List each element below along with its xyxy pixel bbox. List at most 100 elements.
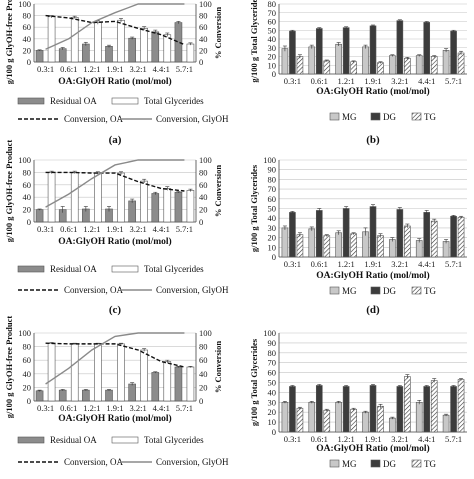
x-tick-label: 3.2:1: [391, 434, 408, 444]
y-tick-label: 30: [268, 43, 277, 53]
bar-total-glycerides: [163, 188, 172, 223]
y-axis-title: g/100 g GlyOH-free Product: [4, 316, 14, 419]
bar-residual-oa: [105, 46, 113, 63]
bar-total-glycerides: [117, 343, 125, 402]
bar-tg: [377, 62, 384, 75]
legend-swatch-tg: [411, 112, 422, 121]
bar-dg: [315, 385, 323, 433]
y2-tick-label: 0: [199, 217, 203, 227]
bar-dg: [450, 386, 457, 433]
bar-mg: [415, 401, 423, 433]
y-tick-label: 20: [268, 52, 277, 62]
y-tick-label: 100: [18, 0, 31, 9]
y2-tick-label: 20: [199, 205, 208, 215]
y-tick-label: 30: [268, 397, 277, 407]
y-tick-label: 20: [268, 233, 277, 243]
y-tick-label: 100: [263, 155, 276, 165]
line-conversion-oa: [45, 171, 185, 192]
x-tick-label: 1.2:1: [338, 76, 355, 86]
bar-dg: [450, 215, 457, 258]
bar-residual-oa: [82, 43, 90, 63]
legend-label: Conversion, OA: [64, 285, 123, 295]
x-tick-label: 0.3:1: [37, 403, 54, 413]
bar-mg: [442, 414, 450, 433]
y-tick-label: 40: [23, 192, 32, 202]
y2-tick-label: 20: [199, 45, 208, 55]
bar-total-glycerides: [94, 22, 102, 63]
x-tick-label: 1.2:1: [338, 259, 355, 269]
x-tick-label: 4.4:1: [418, 434, 435, 444]
y-tick-label: 20: [268, 407, 277, 417]
y-axis-title: g/100 g Total Glycerides: [249, 0, 259, 83]
legend-label: DG: [383, 459, 396, 469]
bar-dg: [396, 209, 404, 258]
panel-label: (d): [366, 304, 380, 316]
x-tick-label: 1.9:1: [106, 224, 123, 234]
bar-total-glycerides: [47, 16, 56, 63]
x-tick-label: 1.9:1: [364, 259, 381, 269]
y-tick-label: 100: [18, 328, 31, 338]
bar-tg: [377, 235, 384, 258]
x-axis-title: OA:GlyOH Ratio (mol/mol): [316, 443, 429, 454]
x-tick-label: 0.6:1: [311, 434, 328, 444]
legend-swatch-total-glycerides: [111, 436, 139, 444]
x-axis-title: OA:GlyOH Ratio (mol/mol): [316, 270, 429, 281]
y2-tick-label: 20: [199, 382, 208, 392]
legend-label: Conversion, GlyOH: [156, 285, 229, 295]
bar-residual-oa: [58, 389, 67, 402]
y-tick-label: 50: [268, 378, 277, 388]
legend: MG DG TG: [329, 112, 436, 122]
bar-dg: [369, 385, 377, 433]
bar-tg: [323, 60, 331, 75]
y-tick-label: 80: [23, 167, 32, 177]
bar-residual-oa: [128, 37, 136, 63]
y2-tick-label: 40: [199, 369, 208, 379]
x-tick-label: 0.6:1: [311, 259, 328, 269]
bar-mg: [335, 43, 342, 75]
legend: MG DG TG: [329, 286, 436, 296]
bar-mg: [362, 411, 369, 433]
legend-swatch-mg: [329, 112, 340, 121]
x-tick-label: 3.2:1: [391, 76, 408, 86]
panel-label: (c): [109, 304, 122, 316]
legend-label: Residual OA: [50, 96, 97, 106]
y-tick-label: 80: [268, 348, 277, 358]
bar-total-glycerides: [163, 361, 172, 402]
y-tick-label: 40: [23, 34, 32, 44]
y-tick-label: 40: [268, 213, 277, 223]
y2-tick-label: 40: [199, 192, 208, 202]
bar-total-glycerides: [186, 366, 195, 402]
bar-dg: [423, 386, 431, 433]
x-tick-label: 1.2:1: [83, 64, 100, 74]
legend-swatch-mg: [329, 286, 340, 295]
y-tick-label: 0: [272, 427, 276, 437]
bar-tg: [430, 220, 438, 258]
legend-label: MG: [342, 459, 357, 469]
y-tick-label: 80: [23, 11, 32, 21]
bar-total-glycerides: [140, 28, 148, 63]
bar-total-glycerides: [70, 343, 79, 402]
y2-tick-label: 60: [199, 355, 208, 365]
y2-axis-title: % Conversion: [213, 341, 223, 393]
x-tick-label: 0.3:1: [284, 434, 301, 444]
y2-tick-label: 100: [199, 155, 212, 165]
y-tick-label: 60: [23, 22, 32, 32]
bar-total-glycerides: [140, 180, 148, 223]
bar-tg: [296, 56, 304, 75]
legend-label: TG: [424, 459, 436, 469]
legend: Residual OA Total Glycerides Conversion, O…: [17, 435, 229, 467]
bar-residual-oa: [151, 31, 160, 63]
y-tick-label: 0: [272, 252, 276, 262]
bar-tg: [350, 233, 357, 258]
y2-tick-label: 80: [199, 167, 208, 177]
legend-label: DG: [383, 286, 396, 296]
bar-tg: [350, 408, 357, 433]
y-tick-label: 20: [23, 45, 32, 55]
bar-mg: [308, 401, 316, 433]
legend-label: Total Glycerides: [144, 435, 204, 445]
x-tick-label: 0.3:1: [37, 224, 54, 234]
bar-tg: [457, 379, 465, 433]
x-tick-label: 1.2:1: [83, 403, 100, 413]
